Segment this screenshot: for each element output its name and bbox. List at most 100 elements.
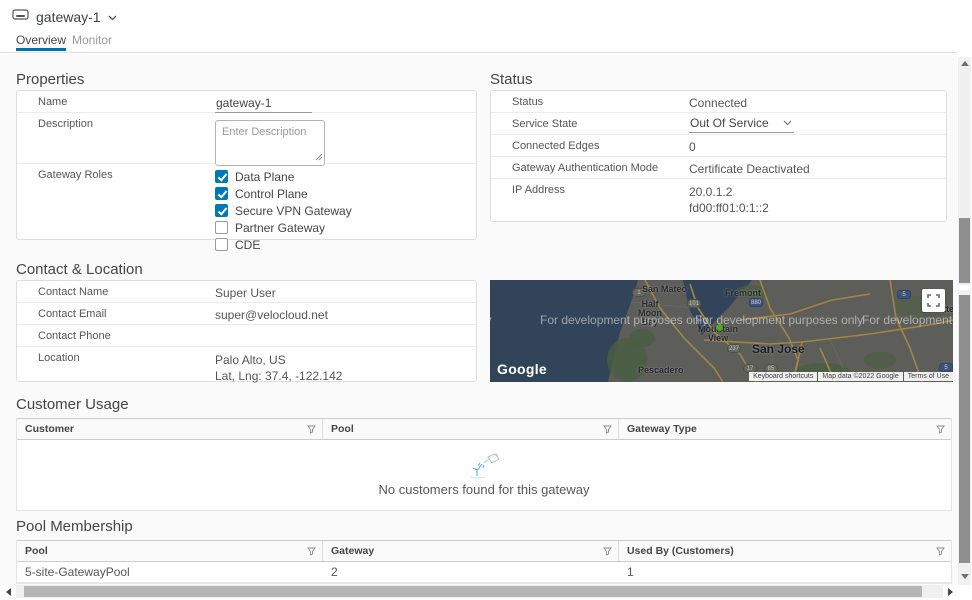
pool-name-cell: 5-site-GatewayPool (25, 565, 130, 579)
table-header-row: Pool Gateway Used By (Customers) (17, 540, 951, 562)
map-watermark: For development purposes only (695, 313, 864, 327)
checkbox-label: Secure VPN Gateway (235, 203, 352, 218)
column-header-customer[interactable]: Customer (17, 419, 323, 439)
checkbox[interactable] (215, 204, 228, 217)
scroll-right-arrow[interactable] (948, 588, 953, 596)
role-data-plane: Data Plane (215, 170, 352, 184)
property-row-description: Description (17, 113, 476, 166)
filter-icon[interactable] (603, 425, 612, 434)
watering-can-empty-icon (469, 453, 500, 479)
gateway-location-marker (716, 324, 723, 331)
pool-membership-section-title: Pool Membership (16, 518, 133, 535)
status-section-title: Status (490, 71, 533, 88)
contact-section-title: Contact & Location (16, 261, 143, 278)
name-input[interactable] (215, 96, 312, 113)
contact-name-label: Contact Name (38, 286, 109, 298)
filter-icon[interactable] (936, 425, 945, 434)
column-header-pool[interactable]: Pool (323, 419, 619, 439)
empty-state-text: No customers found for this gateway (378, 482, 590, 497)
checkbox[interactable] (215, 221, 228, 234)
service-state-select[interactable]: Out Of Service (689, 116, 794, 133)
map-watermark: s only (490, 313, 491, 327)
vertical-scrollbar-thumb[interactable] (959, 295, 970, 563)
table-header-row: Customer Pool Gateway Type (17, 418, 951, 440)
location-label: Location (38, 352, 80, 364)
map-city-label: San Mateo (642, 284, 688, 294)
chevron-down-icon (783, 120, 792, 126)
page-title: gateway-1 (36, 9, 101, 25)
pool-membership-table: Pool Gateway Used By (Customers) 5-site-… (16, 540, 952, 584)
tab-monitor[interactable]: Monitor (72, 33, 113, 47)
filter-icon[interactable] (307, 547, 316, 556)
empty-state: No customers found for this gateway (17, 440, 951, 510)
column-label: Customer (25, 423, 75, 435)
auth-mode-label: Gateway Authentication Mode (512, 162, 659, 174)
contact-row-location: Location Palo Alto, US Lat, Lng: 37.4, -… (17, 347, 476, 383)
status-row-status: Status Connected (491, 91, 946, 113)
properties-panel: Name Description Gateway Roles Data Plan… (16, 90, 477, 252)
tab-bar: Overview Monitor (0, 30, 957, 53)
horizontal-scrollbar-thumb[interactable] (24, 586, 922, 597)
service-state-label: Service State (512, 118, 578, 130)
map-data-label: Map data ©2022 Google (818, 372, 903, 381)
filter-icon[interactable] (603, 547, 612, 556)
fullscreen-button[interactable] (922, 289, 945, 312)
gateway-count-cell: 2 (331, 565, 338, 579)
checkbox-label: Control Plane (235, 186, 308, 201)
contact-phone-label: Contact Phone (38, 330, 111, 342)
resize-grip-icon[interactable] (315, 150, 323, 164)
column-header-gateway[interactable]: Gateway (323, 541, 619, 561)
column-label: Used By (Customers) (627, 545, 734, 557)
checkbox[interactable] (215, 187, 228, 200)
used-by-cell: 1 (627, 565, 634, 579)
filter-icon[interactable] (307, 425, 316, 434)
table-row[interactable]: 5-site-GatewayPool 2 1 (17, 562, 951, 583)
auth-mode-value: Certificate Deactivated (689, 162, 810, 176)
terms-of-use-link[interactable]: Terms of Use (903, 372, 953, 381)
gateway-roles-label: Gateway Roles (38, 169, 113, 181)
column-header-used-by[interactable]: Used By (Customers) (619, 541, 951, 561)
chevron-down-icon[interactable] (108, 8, 117, 26)
contact-row-phone: Contact Phone (17, 325, 476, 347)
scroll-left-arrow[interactable] (6, 588, 11, 596)
role-partner-gateway: Partner Gateway (215, 221, 352, 235)
column-header-pool[interactable]: Pool (17, 541, 323, 561)
route-shield: 1 (632, 288, 646, 297)
location-map[interactable]: 1 101 880 237 17 85 5 5 San Mateo Fremon… (490, 280, 953, 382)
checkbox-label: CDE (235, 237, 261, 252)
vertical-scrollbar-thumb[interactable] (959, 218, 970, 283)
status-row-auth-mode: Gateway Authentication Mode Certificate … (491, 157, 946, 179)
map-city-label: Half Moon Bay (638, 299, 662, 327)
status-value: Connected (689, 96, 748, 110)
role-control-plane: Control Plane (215, 186, 352, 201)
status-row-service-state: Service State Out Of Service (491, 113, 946, 135)
route-shield: 237 (727, 344, 741, 353)
keyboard-shortcuts-link[interactable]: Keyboard shortcuts (749, 372, 818, 381)
status-row-connected-edges: Connected Edges 0 (491, 135, 946, 157)
map-attribution: Keyboard shortcuts Map data ©2022 Google… (749, 372, 953, 381)
role-cde: CDE (215, 237, 352, 252)
map-watermark: For development purposes only (540, 313, 709, 327)
role-secure-vpn-gateway: Secure VPN Gateway (215, 203, 352, 218)
scroll-down-arrow[interactable] (961, 574, 969, 579)
contact-row-name: Contact Name Super User (17, 281, 476, 303)
contact-name-value: Super User (215, 286, 276, 300)
google-logo: Google (497, 361, 548, 377)
location-city-value: Palo Alto, US (215, 353, 286, 367)
route-shield: 101 (687, 299, 701, 308)
map-city-label: San Jose (752, 342, 805, 356)
route-shield: 880 (749, 298, 763, 307)
tab-overview[interactable]: Overview (16, 33, 67, 51)
customer-usage-section-title: Customer Usage (16, 396, 129, 413)
checkbox[interactable] (215, 238, 228, 251)
route-shield: 5 (897, 290, 911, 299)
filter-icon[interactable] (936, 547, 945, 556)
checkbox[interactable] (215, 170, 228, 183)
map-dim-overlay (490, 280, 953, 382)
status-panel: Status Connected Service State Out Of Se… (490, 90, 947, 222)
scroll-up-arrow[interactable] (961, 61, 969, 66)
column-header-gateway-type[interactable]: Gateway Type (619, 419, 951, 439)
description-textarea[interactable] (215, 120, 325, 166)
map-city-label: Fremont (725, 288, 761, 298)
status-row-ip-address: IP Address 20.0.1.2 fd00:ff01:0:1::2 (491, 179, 946, 223)
